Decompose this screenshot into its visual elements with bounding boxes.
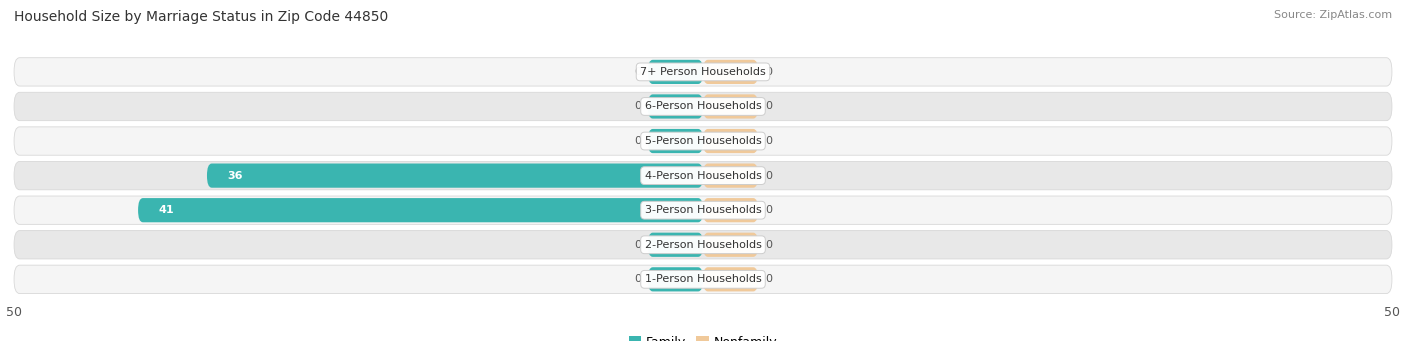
Text: 0: 0 [634, 67, 641, 77]
FancyBboxPatch shape [14, 196, 1392, 224]
FancyBboxPatch shape [703, 198, 758, 222]
Text: 4-Person Households: 4-Person Households [644, 170, 762, 181]
FancyBboxPatch shape [14, 127, 1392, 155]
FancyBboxPatch shape [703, 267, 758, 292]
Text: 0: 0 [765, 240, 772, 250]
Text: 0: 0 [765, 170, 772, 181]
FancyBboxPatch shape [648, 60, 703, 84]
Text: 0: 0 [765, 136, 772, 146]
FancyBboxPatch shape [703, 60, 758, 84]
Text: 7+ Person Households: 7+ Person Households [640, 67, 766, 77]
Text: 0: 0 [634, 136, 641, 146]
FancyBboxPatch shape [207, 164, 703, 188]
Text: 3-Person Households: 3-Person Households [644, 205, 762, 215]
Text: 36: 36 [228, 170, 243, 181]
FancyBboxPatch shape [14, 58, 1392, 86]
FancyBboxPatch shape [14, 231, 1392, 259]
Text: 0: 0 [634, 240, 641, 250]
Text: 0: 0 [765, 205, 772, 215]
Text: 1-Person Households: 1-Person Households [644, 275, 762, 284]
FancyBboxPatch shape [14, 92, 1392, 121]
FancyBboxPatch shape [703, 164, 758, 188]
Text: 41: 41 [159, 205, 174, 215]
FancyBboxPatch shape [648, 129, 703, 153]
Text: 6-Person Households: 6-Person Households [644, 102, 762, 112]
Legend: Family, Nonfamily: Family, Nonfamily [628, 336, 778, 341]
FancyBboxPatch shape [703, 233, 758, 257]
Text: Household Size by Marriage Status in Zip Code 44850: Household Size by Marriage Status in Zip… [14, 10, 388, 24]
FancyBboxPatch shape [138, 198, 703, 222]
Text: 0: 0 [765, 67, 772, 77]
FancyBboxPatch shape [14, 161, 1392, 190]
Text: 0: 0 [634, 275, 641, 284]
FancyBboxPatch shape [648, 233, 703, 257]
FancyBboxPatch shape [703, 94, 758, 119]
Text: 5-Person Households: 5-Person Households [644, 136, 762, 146]
FancyBboxPatch shape [648, 267, 703, 292]
Text: 2-Person Households: 2-Person Households [644, 240, 762, 250]
Text: 0: 0 [765, 275, 772, 284]
Text: Source: ZipAtlas.com: Source: ZipAtlas.com [1274, 10, 1392, 20]
FancyBboxPatch shape [14, 265, 1392, 294]
FancyBboxPatch shape [703, 129, 758, 153]
Text: 0: 0 [634, 102, 641, 112]
FancyBboxPatch shape [648, 94, 703, 119]
Text: 0: 0 [765, 102, 772, 112]
